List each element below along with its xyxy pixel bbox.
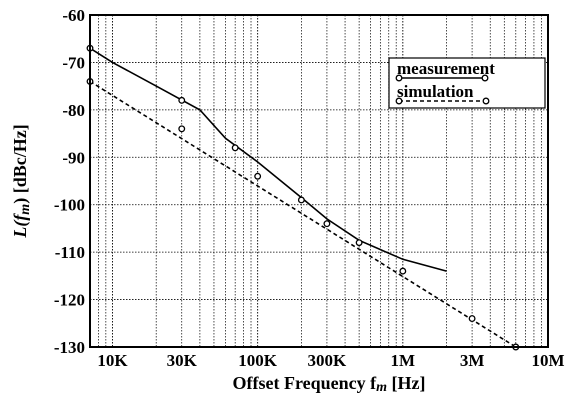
series-line-simulation	[89, 80, 517, 348]
x-axis-title: Offset Frequency fm [Hz]	[232, 373, 425, 393]
data-point-measurement	[297, 196, 305, 204]
legend-marker-measurement-end	[481, 74, 489, 82]
x-tick-label: 10M	[531, 351, 564, 370]
data-point-simulation	[399, 267, 407, 275]
y-tick-label: -110	[55, 243, 85, 262]
series-layer	[86, 44, 520, 351]
x-tick-label: 30K	[167, 351, 198, 370]
y-axis-title-sub: m	[18, 204, 33, 215]
legend-marker-measurement-start	[395, 74, 403, 82]
data-point-measurement	[231, 144, 239, 152]
x-tick-label: 300K	[308, 351, 348, 370]
y-tick-label: -90	[62, 148, 85, 167]
x-axis-title-main: Offset Frequency f	[232, 373, 377, 393]
y-tick-label: -130	[54, 338, 85, 357]
x-tick-label: 3M	[460, 351, 485, 370]
x-tick-label: 1M	[391, 351, 416, 370]
x-axis-title-unit: [Hz]	[387, 373, 425, 393]
data-point-simulation	[468, 315, 476, 322]
data-point-simulation	[254, 172, 262, 180]
data-point-simulation	[178, 125, 186, 133]
data-point-measurement	[178, 96, 186, 104]
plot-frame	[89, 14, 549, 348]
legend-box	[388, 57, 546, 109]
series-line-measurement	[89, 47, 447, 272]
legend: measurement simulation	[388, 57, 546, 109]
legend-marker-simulation-end	[482, 97, 490, 105]
y-axis-title-main: L(f	[10, 213, 31, 239]
y-axis-title-unit: ) [dBc/Hz]	[10, 124, 31, 203]
data-point-simulation	[323, 220, 331, 228]
x-axis-title-sub: m	[376, 380, 387, 393]
y-tick-label: -100	[54, 196, 85, 215]
legend-marker-simulation-start	[395, 97, 403, 105]
x-tick-label: 100K	[238, 351, 278, 370]
y-tick-label: -120	[54, 291, 85, 310]
y-axis-title: L(fm) [dBc/Hz]	[10, 124, 33, 238]
x-tick-label: 10K	[97, 351, 128, 370]
legend-label-simulation: simulation	[397, 82, 474, 101]
data-point-simulation	[355, 239, 363, 247]
y-tick-label: -80	[62, 101, 85, 120]
legend-label-measurement: measurement	[397, 59, 495, 78]
y-tick-label: -60	[62, 6, 85, 25]
tick-labels: 10K 30K 100K 300K 1M 3M 10M -60 -70 -80 -90 -100 -11…	[54, 6, 565, 370]
y-tick-label: -70	[62, 53, 85, 72]
